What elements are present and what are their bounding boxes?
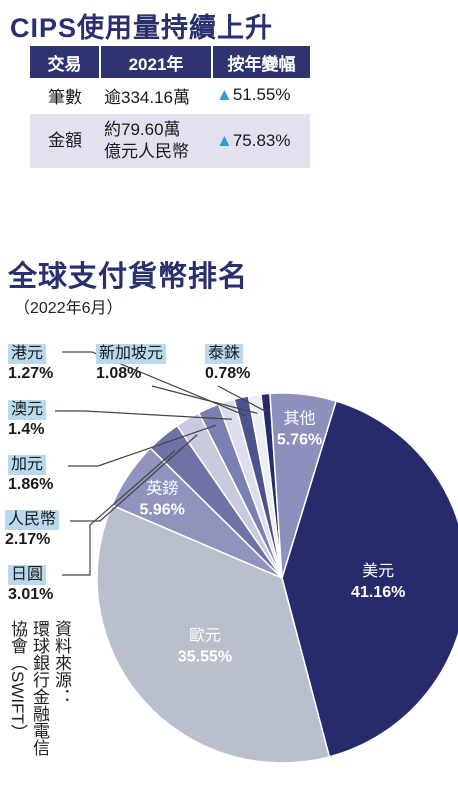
leader-line-8 bbox=[151, 385, 258, 414]
cips-title: CIPS使用量持續上升 bbox=[10, 13, 274, 43]
source-line2: 環球銀行金融電信 bbox=[30, 620, 49, 756]
label-sgd: 新加坡元 1.08% bbox=[96, 344, 167, 384]
slice-label-name: 英鎊 bbox=[146, 480, 178, 498]
label-jpy-value: 3.01% bbox=[8, 586, 54, 603]
label-sgd-value: 1.08% bbox=[96, 365, 142, 382]
slice-label-value: 5.76% bbox=[277, 431, 322, 448]
cips-table-header: 交易 2021年 按年變幅 bbox=[30, 46, 310, 78]
label-hkd-value: 1.27% bbox=[8, 365, 54, 382]
leader-line-3 bbox=[62, 449, 176, 576]
leader-line-6 bbox=[55, 410, 232, 420]
ranking-subtitle: （2022年6月） bbox=[14, 300, 123, 317]
table-row: 金額 約79.60萬 億元人民幣 ▲75.83% bbox=[30, 113, 310, 170]
header-change: 按年變幅 bbox=[212, 46, 310, 78]
label-cny: 人民幣 2.17% bbox=[5, 510, 60, 550]
leader-line-9 bbox=[217, 385, 268, 413]
slice-label-name: 美元 bbox=[362, 562, 394, 580]
label-aud: 澳元 1.4% bbox=[8, 400, 47, 440]
pie-slice-0 bbox=[281, 400, 458, 758]
slice-label-value: 5.96% bbox=[140, 502, 185, 519]
header-year: 2021年 bbox=[100, 46, 213, 78]
ranking-title: 全球支付貨幣排名 bbox=[8, 261, 249, 293]
cips-table: 交易 2021年 按年變幅 筆數 逾334.16萬 ▲51.55% 金額 約79… bbox=[30, 46, 310, 170]
leader-line-7 bbox=[62, 351, 246, 417]
up-triangle-icon: ▲ bbox=[216, 85, 233, 104]
leader-line-4 bbox=[70, 434, 198, 522]
source-note: 資料來源： 環球銀行金融電信 協會（SWIFT） bbox=[6, 620, 72, 756]
row-label: 筆數 bbox=[30, 78, 100, 114]
row-change: ▲75.83% bbox=[212, 113, 310, 170]
slice-label-value: 41.16% bbox=[351, 584, 405, 601]
label-thb: 泰銖 0.78% bbox=[205, 344, 250, 384]
label-jpy-name: 日圓 bbox=[8, 565, 47, 585]
label-cny-name: 人民幣 bbox=[5, 510, 60, 530]
source-line1: 資料來源： bbox=[52, 620, 71, 705]
row-change: ▲51.55% bbox=[212, 78, 310, 114]
up-triangle-icon: ▲ bbox=[216, 131, 233, 150]
label-cad-value: 1.86% bbox=[8, 476, 54, 493]
label-aud-value: 1.4% bbox=[8, 421, 45, 438]
slice-label-name: 歐元 bbox=[189, 627, 221, 645]
label-hkd: 港元 1.27% bbox=[8, 344, 53, 384]
row-value-line1: 約79.60萬 bbox=[104, 120, 181, 139]
row-change-value: 75.83% bbox=[232, 131, 291, 150]
label-sgd-name: 新加坡元 bbox=[96, 344, 167, 364]
row-value: 約79.60萬 億元人民幣 bbox=[100, 113, 212, 170]
label-aud-name: 澳元 bbox=[8, 400, 47, 420]
header-transaction: 交易 bbox=[30, 46, 101, 78]
label-hkd-name: 港元 bbox=[8, 344, 47, 364]
table-row: 筆數 逾334.16萬 ▲51.55% bbox=[30, 78, 310, 114]
label-thb-value: 0.78% bbox=[205, 365, 251, 382]
row-change-value: 51.55% bbox=[232, 85, 291, 104]
slice-label-value: 35.55% bbox=[178, 649, 232, 666]
label-cny-value: 2.17% bbox=[5, 531, 51, 548]
pie-slice-1 bbox=[96, 504, 331, 764]
source-line3: 協會（SWIFT） bbox=[8, 620, 27, 741]
pie-slice-10 bbox=[269, 392, 338, 579]
label-cad: 加元 1.86% bbox=[8, 455, 53, 495]
label-cad-name: 加元 bbox=[8, 455, 47, 475]
leader-line-5 bbox=[68, 424, 217, 467]
slice-label-name: 其他 bbox=[284, 409, 316, 427]
label-thb-name: 泰銖 bbox=[205, 344, 244, 364]
row-value: 逾334.16萬 bbox=[100, 78, 212, 114]
row-value-line2: 億元人民幣 bbox=[104, 142, 189, 161]
row-label: 金額 bbox=[30, 113, 100, 170]
label-jpy: 日圓 3.01% bbox=[8, 565, 53, 605]
